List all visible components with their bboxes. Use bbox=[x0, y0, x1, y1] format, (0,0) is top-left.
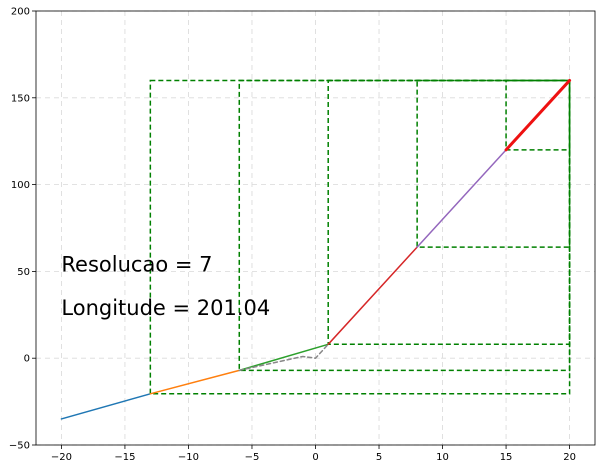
y-tick-label-1: 0 bbox=[24, 354, 30, 365]
dashed-box-3 bbox=[416, 79, 571, 248]
y-tick-label-4: 150 bbox=[11, 93, 30, 104]
y-tick-label-0: −50 bbox=[9, 441, 30, 452]
y-tick-label-2: 50 bbox=[17, 267, 30, 278]
series-line-6 bbox=[238, 343, 329, 372]
x-tick-label-7: 15 bbox=[500, 452, 513, 463]
dashed-box-1 bbox=[238, 79, 571, 372]
series-line-0 bbox=[60, 393, 152, 420]
y-tick-label-3: 100 bbox=[11, 180, 30, 191]
dashed-boxes bbox=[149, 79, 571, 395]
x-tick-label-5: 5 bbox=[376, 452, 382, 463]
series-line-5 bbox=[504, 78, 572, 152]
x-tick-label-6: 10 bbox=[436, 452, 449, 463]
x-tick-label-1: −15 bbox=[114, 452, 135, 463]
x-tick-label-8: 20 bbox=[563, 452, 576, 463]
series-line-3 bbox=[327, 246, 418, 346]
x-tick-label-3: −5 bbox=[245, 452, 260, 463]
x-tick-label-2: −10 bbox=[178, 452, 199, 463]
dashed-box-4 bbox=[505, 79, 571, 151]
y-tick-label-5: 200 bbox=[11, 7, 30, 18]
x-tick-label-0: −20 bbox=[51, 452, 72, 463]
series-lines bbox=[60, 78, 572, 420]
annotation-1: Longitude = 201.04 bbox=[61, 296, 270, 320]
grid bbox=[36, 10, 595, 446]
annotation-0: Resolucao = 7 bbox=[61, 252, 212, 276]
series-line-4 bbox=[416, 149, 507, 248]
dashed-box-2 bbox=[327, 79, 571, 346]
annotations: Resolucao = 7 Longitude = 201.04 bbox=[61, 252, 270, 319]
series-line-2 bbox=[238, 343, 329, 372]
x-tick-label-4: 0 bbox=[312, 452, 318, 463]
series-line-1 bbox=[149, 369, 241, 395]
